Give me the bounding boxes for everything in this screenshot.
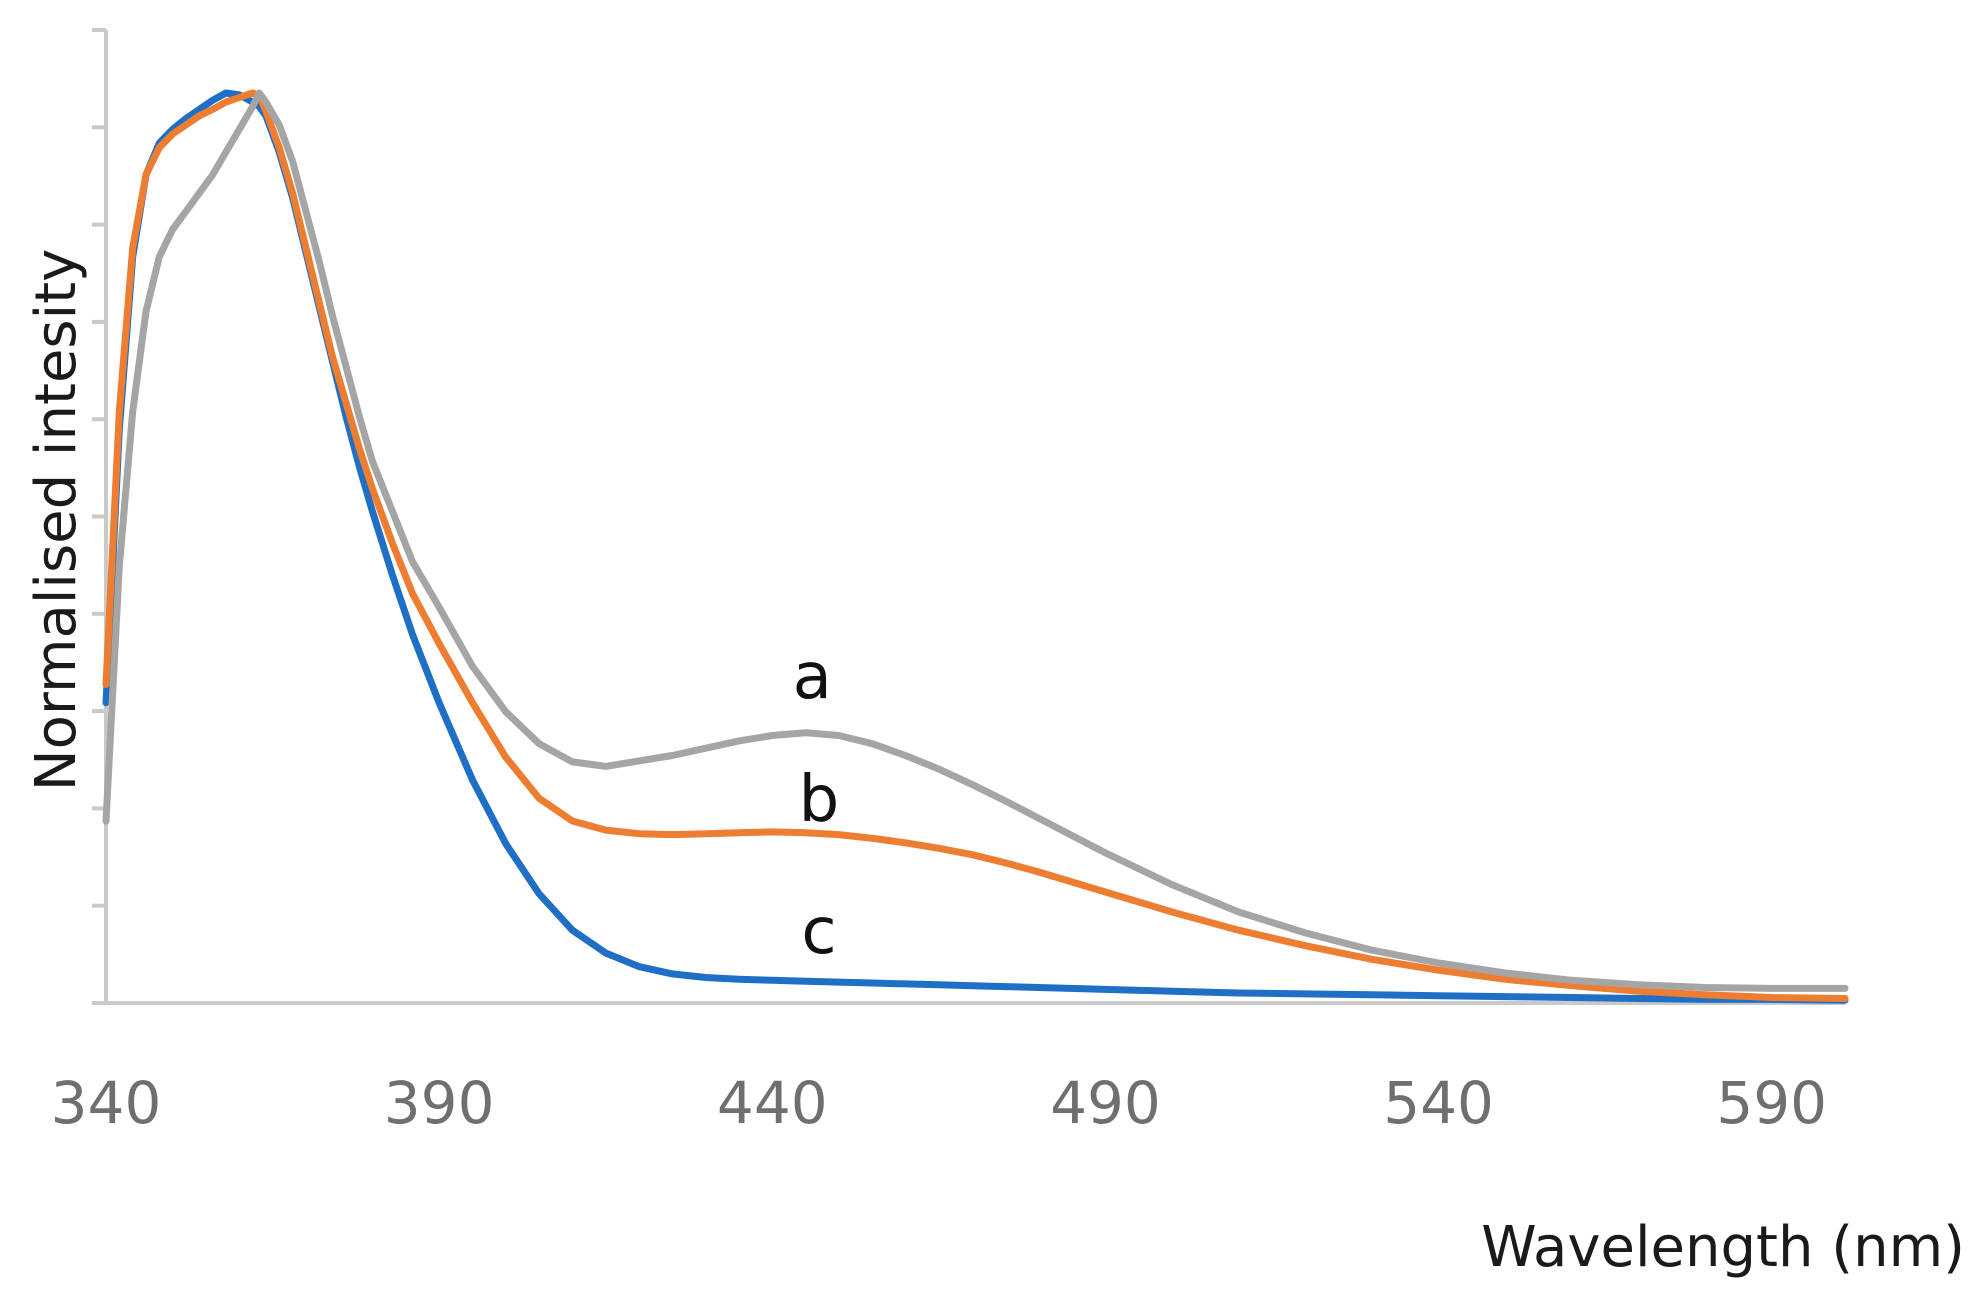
curve-label-a: a (793, 640, 832, 714)
curve-label-c: c (801, 895, 836, 969)
curve-label-b: b (799, 763, 840, 837)
series-line-c (102, 89, 1849, 1004)
series-line-a (102, 89, 1849, 992)
x-axis-tick-labels: 340 390 440 490 540 590 (51, 1069, 1827, 1137)
x-axis-title: Wavelength (nm) (1481, 1215, 1965, 1280)
x-tick-label: 440 (717, 1069, 828, 1137)
curve-labels: abc (793, 640, 840, 969)
x-tick-label: 540 (1383, 1069, 1494, 1137)
x-tick-label: 340 (51, 1069, 162, 1137)
x-tick-label: 390 (384, 1069, 495, 1137)
y-axis-title: Normalised intesity (24, 249, 89, 791)
series-layer (102, 89, 1849, 1004)
series-line-b (102, 89, 1849, 1002)
y-axis-ticks (92, 28, 106, 1005)
x-tick-label: 590 (1716, 1069, 1827, 1137)
x-tick-label: 490 (1050, 1069, 1161, 1137)
